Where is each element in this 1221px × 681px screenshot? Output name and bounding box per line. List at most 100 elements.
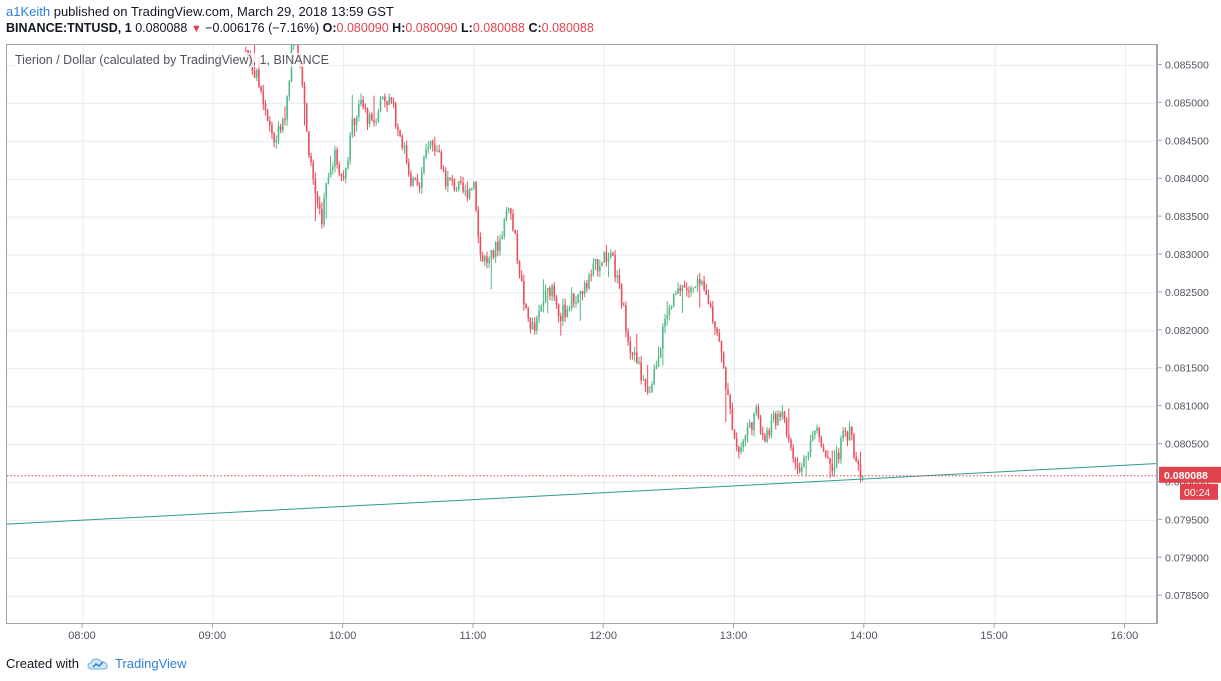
candle-down (714, 321, 716, 329)
candle-down (410, 173, 412, 186)
candle-down (707, 294, 710, 304)
candle-down (855, 457, 857, 462)
candle-down (401, 136, 404, 148)
candle-up (746, 427, 749, 437)
candle-up (809, 440, 812, 453)
candle-down (846, 431, 849, 441)
candle-down (340, 173, 343, 177)
candle-down (525, 304, 527, 309)
candle-down (397, 126, 399, 131)
candle-up (694, 286, 697, 288)
candle-down (555, 297, 558, 305)
price-axis[interactable]: 0.085500 0.085000 0.084500 0.084000 0.083500… (1157, 44, 1221, 624)
candle-up (455, 189, 458, 191)
candle-down (251, 64, 254, 71)
chart-pane[interactable] (6, 44, 1157, 624)
candle-up (861, 475, 864, 478)
candle-up (562, 304, 564, 322)
candle-down (414, 177, 417, 179)
candle-up (483, 256, 486, 262)
candle-down (418, 185, 421, 188)
candle-up (833, 467, 836, 472)
y-axis-tick-label: 0.080500 (1165, 439, 1209, 451)
candle-up (599, 266, 601, 272)
candle-down (258, 69, 260, 87)
candle-down (622, 305, 625, 307)
candle-up (583, 282, 586, 295)
symbol-label: BINANCE:TNTUSD, 1 (6, 21, 132, 35)
candle-down (824, 450, 827, 457)
price-change: −0.006176 (−7.16%) (205, 21, 320, 35)
candle-down (629, 341, 632, 354)
candle-down (284, 119, 286, 121)
candle-up (377, 112, 380, 122)
candle-up (388, 97, 391, 106)
chart-plot[interactable] (7, 45, 1157, 624)
candle-down (279, 126, 282, 131)
candle-up (327, 177, 330, 184)
candle-down (853, 434, 855, 458)
tradingview-link[interactable]: TradingView (114, 656, 187, 671)
candle-up (657, 357, 660, 367)
candle-up (464, 190, 467, 192)
candle-down (831, 463, 834, 472)
high-value: 0.080090 (405, 21, 458, 35)
candle-up (748, 422, 751, 428)
y-axis-tick-label: 0.082000 (1165, 325, 1209, 337)
candle-up (755, 407, 758, 413)
candle-up (594, 259, 597, 264)
candle-down (297, 45, 299, 56)
candle-down (336, 149, 338, 165)
author-link[interactable]: a1Keith (6, 4, 51, 19)
candle-up (360, 99, 362, 105)
candle-up (349, 135, 351, 161)
candle-up (777, 413, 779, 425)
candle-down (820, 436, 823, 447)
candle-up (848, 426, 851, 441)
candle-down (581, 291, 584, 295)
candle-up (503, 218, 506, 237)
candle-up (542, 302, 545, 307)
candle-up (568, 308, 571, 310)
price-axis-svg: 0.085500 0.085000 0.084500 0.084000 0.083500… (1158, 59, 1221, 602)
candle-down (312, 162, 315, 179)
y-axis-tick-label: 0.085500 (1165, 59, 1209, 71)
candle-down (373, 119, 375, 123)
candle-down (614, 255, 616, 278)
candle-up (701, 281, 703, 285)
candle-down (268, 120, 271, 126)
candle-down (431, 141, 434, 145)
candle-up (651, 384, 653, 392)
candle-up (649, 391, 651, 393)
candle-up (381, 96, 384, 100)
candle-down (310, 155, 312, 163)
candle-down (627, 331, 629, 342)
candle-up (531, 322, 534, 329)
candle-up (840, 438, 842, 460)
candle-up (288, 80, 291, 97)
x-axis-tick-label: 14:00 (850, 630, 878, 642)
candle-up (355, 117, 358, 126)
candle-down (731, 408, 734, 431)
candle-up (770, 420, 773, 436)
candle-up (801, 466, 803, 472)
candle-up (286, 96, 288, 120)
candle-up (536, 317, 538, 331)
candle-down (612, 253, 614, 256)
candle-down (301, 63, 304, 85)
time-axis[interactable]: 08:00 09:00 10:00 11:00 12:00 13:00 14:00 15:00… (6, 624, 1157, 648)
x-axis-tick-label: 13:00 (720, 630, 748, 642)
trend-line (7, 463, 1156, 525)
candle-down (394, 103, 397, 127)
candle-up (842, 430, 844, 439)
candle-down (794, 458, 797, 464)
candle-up (677, 288, 679, 294)
candle-down (646, 386, 649, 393)
candle-down (729, 394, 731, 409)
candle-up (781, 411, 784, 417)
candle-down (407, 162, 410, 174)
candle-up (501, 236, 503, 240)
candle-down (497, 241, 499, 251)
candle-down (759, 417, 762, 433)
candle-up (507, 208, 510, 211)
